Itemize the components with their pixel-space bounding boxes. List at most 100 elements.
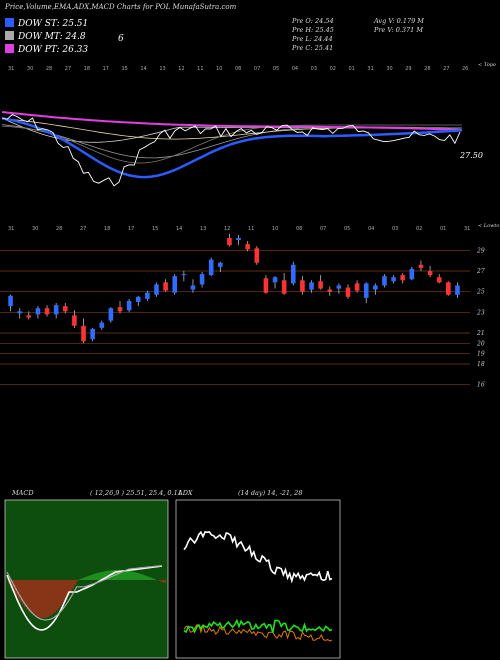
candle-body (290, 264, 296, 284)
ohlc-high: Pre H: 25.45 (292, 26, 334, 34)
candle (172, 274, 178, 295)
candle-body (281, 280, 287, 294)
price-x-tick-label: 01 (440, 226, 446, 232)
candle-body (145, 292, 150, 299)
candle-body (254, 248, 260, 263)
price-x-tick-label: 31 (464, 226, 470, 232)
candle (199, 272, 205, 288)
price-y-tick-label: 23 (476, 309, 485, 316)
candle-body (363, 283, 369, 298)
candle (227, 233, 232, 247)
candle (363, 282, 369, 304)
candle (345, 284, 351, 299)
candle-body (26, 315, 32, 318)
candle (318, 275, 323, 290)
top-x-tick-label: 02 (330, 66, 336, 72)
price-x-tick-label: 07 (320, 226, 326, 232)
ema-chart: 31 30 28 27 18 17 15 14 13 12 11 10 08 07 05 04 03 02 01 31… (1, 66, 468, 187)
candle-body (263, 278, 269, 293)
candle-body (318, 281, 323, 289)
price-x-tick-label: 14 (176, 226, 182, 232)
top-x-tick-label: 12 (178, 66, 184, 72)
candle-body (8, 295, 13, 307)
top-x-tick-label: 31 (8, 66, 14, 72)
top-chart-last-value: 27.50 (460, 151, 483, 160)
price-y-tick-label: 18 (477, 361, 485, 368)
candle-body (336, 285, 342, 289)
candle (272, 276, 278, 289)
price-y-tick-label: 21 (476, 330, 485, 337)
candle (245, 241, 250, 252)
candle (108, 307, 114, 323)
adx-line (183, 530, 333, 584)
top-x-tick-label: 31 (367, 66, 373, 72)
candle (17, 308, 22, 319)
candle-body (436, 277, 442, 283)
top-x-tick-label: 13 (159, 66, 165, 72)
candle (391, 275, 396, 284)
candle-body (208, 259, 214, 276)
top-x-tick-label: 14 (140, 66, 146, 72)
price-x-tick-label: 31 (8, 226, 14, 232)
top-x-tick-label: 29 (405, 66, 411, 72)
candle (126, 298, 132, 313)
top-x-tick-label: 26 (462, 66, 468, 72)
candle-body (181, 274, 187, 276)
candle (44, 305, 50, 317)
candle (327, 286, 333, 296)
candle (53, 303, 59, 319)
candle (135, 295, 141, 307)
candle-body (163, 282, 168, 291)
candle (26, 311, 32, 320)
candle-body (72, 315, 77, 326)
candle (81, 318, 86, 344)
candle (72, 310, 77, 328)
candle (218, 261, 223, 273)
top-x-tick-label: 27 (443, 66, 449, 72)
candle (145, 290, 150, 301)
top-x-tick-label: 17 (103, 66, 109, 72)
legend-label-mt: DOW MT (18, 32, 60, 42)
candle-body (126, 300, 132, 311)
candle (263, 275, 269, 294)
candle-body (99, 322, 105, 328)
candle-body (90, 328, 95, 340)
legend-extra-number: 6 (118, 34, 124, 44)
price-chart: 29 27 25 23 21 20 19 18 16 31 30 28 27 18 17 15 14 13 12 11… (0, 226, 485, 389)
macd-params: ( 12,26,9 ) 25.51, 25.4, 0.11 (90, 489, 182, 497)
macd-signal-line (6, 565, 163, 621)
ema-price-line (1, 113, 461, 187)
price-y-tick-label: 19 (477, 351, 485, 358)
candle (382, 274, 387, 288)
candle-body (400, 275, 406, 281)
candle-body (35, 308, 41, 315)
price-y-tick-label: 16 (477, 382, 485, 389)
top-x-tick-label: 28 (424, 66, 430, 72)
price-x-tick-label: 30 (32, 226, 38, 232)
candle-body (190, 285, 196, 290)
candle (8, 294, 13, 312)
price-x-tick-label: 15 (152, 226, 158, 232)
adx-panel-bg (175, 499, 341, 659)
adx-plus-di-line (183, 618, 333, 634)
ohlc-close: Pre C: 25.41 (292, 44, 334, 52)
candle (290, 261, 296, 286)
candle (190, 279, 196, 293)
macd-caption: MACD (12, 489, 34, 497)
candle-body (199, 274, 205, 285)
ema-line-grey (1, 117, 462, 143)
legend-dow-st: DOW ST: 25.51 (5, 18, 88, 29)
price-x-tick-label: 05 (344, 226, 350, 232)
candle-body (135, 296, 141, 302)
candle-body (272, 277, 278, 283)
candle-body (227, 237, 232, 246)
candle-body (245, 244, 250, 250)
top-x-tick-label: 11 (197, 66, 203, 72)
top-x-tick-label: 01 (349, 66, 355, 72)
candle (154, 282, 159, 297)
legend-value-mt: 24.8 (65, 32, 86, 42)
ohlc-open: Pre O: 24.54 (292, 17, 334, 25)
price-x-tick-label: 02 (416, 226, 422, 232)
candle-body (17, 311, 22, 314)
top-x-tick-label: 08 (235, 66, 241, 72)
